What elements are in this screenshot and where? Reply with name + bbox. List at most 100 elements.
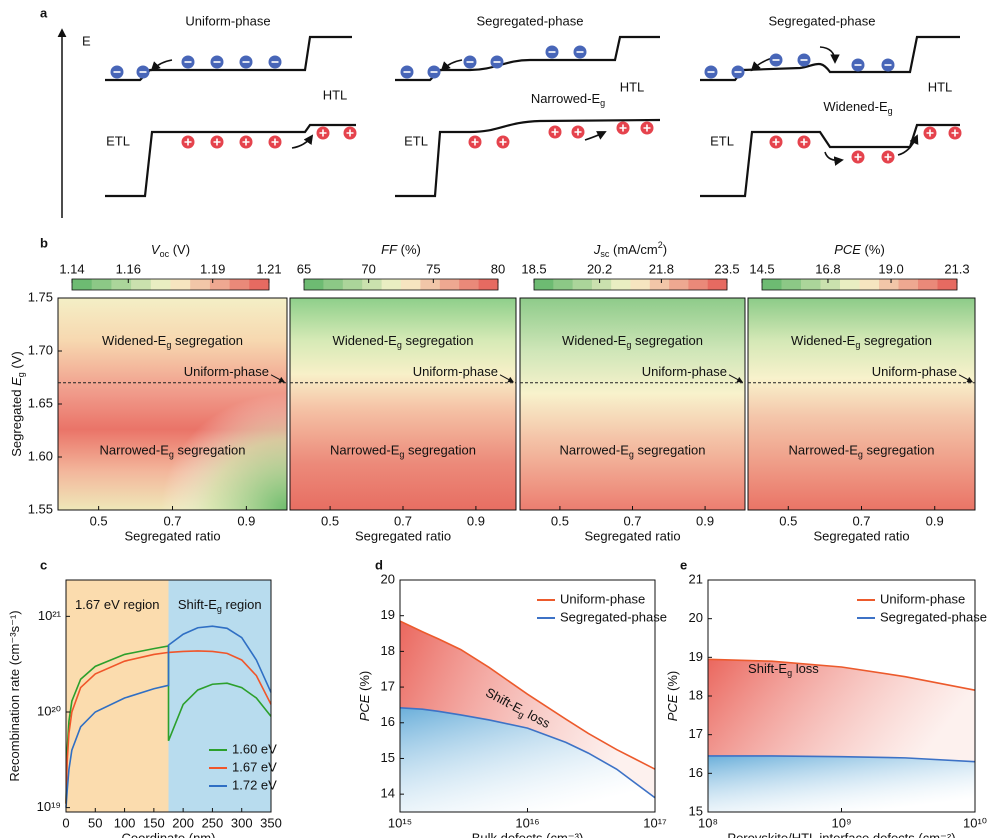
legend-label: Uniform-phase [880,591,965,606]
arrow [150,59,173,72]
arrow [584,131,607,141]
layer-label: HTL [928,79,953,94]
colorbar-tick-label: 14.5 [749,261,774,276]
hole-sign [800,138,808,146]
text-run: segregation [860,333,932,348]
text-run: (V) [9,351,24,372]
x-tick-label: 0.9 [926,513,944,528]
text-run: Uniform-phase [184,364,269,379]
annotation: Narrowed-Eg segregation [100,443,246,460]
hole-sign [242,138,250,146]
colorbar-frame [71,278,270,291]
colorbar-step [781,279,802,290]
x-tick-label: 150 [143,815,165,830]
contour-field [748,298,975,510]
y-tick-label: 18 [381,643,395,658]
x-tick-label: 10¹⁶ [515,815,539,830]
colorbar-step [459,279,480,290]
x-tick-label: 250 [202,815,224,830]
loss-area [708,659,975,762]
text-run: g [397,340,402,350]
x-tick-label: 0.5 [551,513,569,528]
layer-label: ETL [106,133,130,148]
annotation: Narrowed-Eg segregation [789,443,935,460]
arrow [897,134,919,156]
colorbar-step [439,279,460,290]
y-tick-label: 1.55 [28,501,53,516]
y-tick-label: 16 [689,765,703,780]
colorbar-step [229,279,250,290]
diagram-title: Segregated-phase [477,13,584,28]
text-run: g [169,450,174,460]
annotation: Narrowed-Eg segregation [560,443,706,460]
hole-sign [551,128,559,136]
text-run: Widened-E [102,333,167,348]
annotation: Widened-Eg segregation [102,333,243,350]
y-tick-label: 20 [689,610,703,625]
colorbar-tick-label: 80 [491,261,505,276]
colorbar-tick-label: 70 [361,261,375,276]
text-run: PCE [665,694,680,721]
text-run: PCE [834,242,861,257]
text-run: 1.67 eV region [75,597,160,612]
legend-label: Uniform-phase [560,591,645,606]
text-run: g [858,450,863,460]
text-run: Uniform-phase [872,364,957,379]
arrow [291,134,314,149]
y-axis-label: PCE (%) [357,671,372,722]
colorbar-tick-label: 1.16 [116,261,141,276]
x-tick-label: 10⁹ [831,815,851,830]
x-tick-label: 10¹⁵ [388,815,412,830]
layer-label: ETL [404,133,428,148]
y-tick-label: 10²¹ [38,608,62,623]
text-run: g [166,340,171,350]
colorbar-tick-label: 19.0 [878,261,903,276]
panel-label: a [40,5,48,20]
y-tick-label: 19 [381,607,395,622]
colorbar-step [820,279,841,290]
series-line [65,650,272,804]
colorbar-frame [303,278,499,291]
y-tick-label: 1.75 [28,289,53,304]
text-run: segregation [171,333,243,348]
x-axis-label: Segregated ratio [124,528,220,543]
hole-sign [854,153,862,161]
annotation: Widened-Eg segregation [333,333,474,350]
colorbar-step [840,279,860,290]
x-axis-label: Coordinate (nm) [122,830,216,838]
text-run: Uniform-phase [413,364,498,379]
text-run: (%) [397,242,421,257]
y-tick-label: 1.70 [28,342,53,357]
series-line [65,625,272,808]
annotation: Uniform-phase [413,364,498,379]
text-run: Widened-E [823,99,888,114]
text-run: Segregated [9,386,24,457]
colorbar-tick-label: 1.19 [200,261,225,276]
text-run: ) [663,242,667,257]
arrow [819,46,840,64]
y-tick-label: 10²⁰ [37,703,61,718]
colorbar-step [150,279,171,290]
contour-field [520,298,745,510]
bandgap-label: Narrowed-Eg [531,91,605,108]
text-run: V [151,242,161,257]
colorbar-step [478,279,499,290]
hole-sign [499,138,507,146]
colorbar-step [937,279,958,290]
x-axis-label: Perovskite/HTL interface defects (cm⁻²) [727,830,955,838]
colorbar-frame [533,278,728,291]
annotation-arrow [499,374,515,383]
y-tick-label: 17 [381,679,395,694]
text-run: Uniform-phase [642,364,727,379]
y-tick-label: 19 [689,649,703,664]
y-tick-label: 17 [689,726,703,741]
text-run: (V) [169,242,190,257]
diagram-title: Segregated-phase [769,13,876,28]
y-tick-label: 20 [381,571,395,586]
annotation-arrow [728,374,744,383]
x-tick-label: 0.9 [696,513,714,528]
region-label: Shift-Eg region [178,597,262,614]
colorbar-step [323,279,344,290]
text-run: (%) [357,671,372,695]
plot-frame [65,579,272,813]
